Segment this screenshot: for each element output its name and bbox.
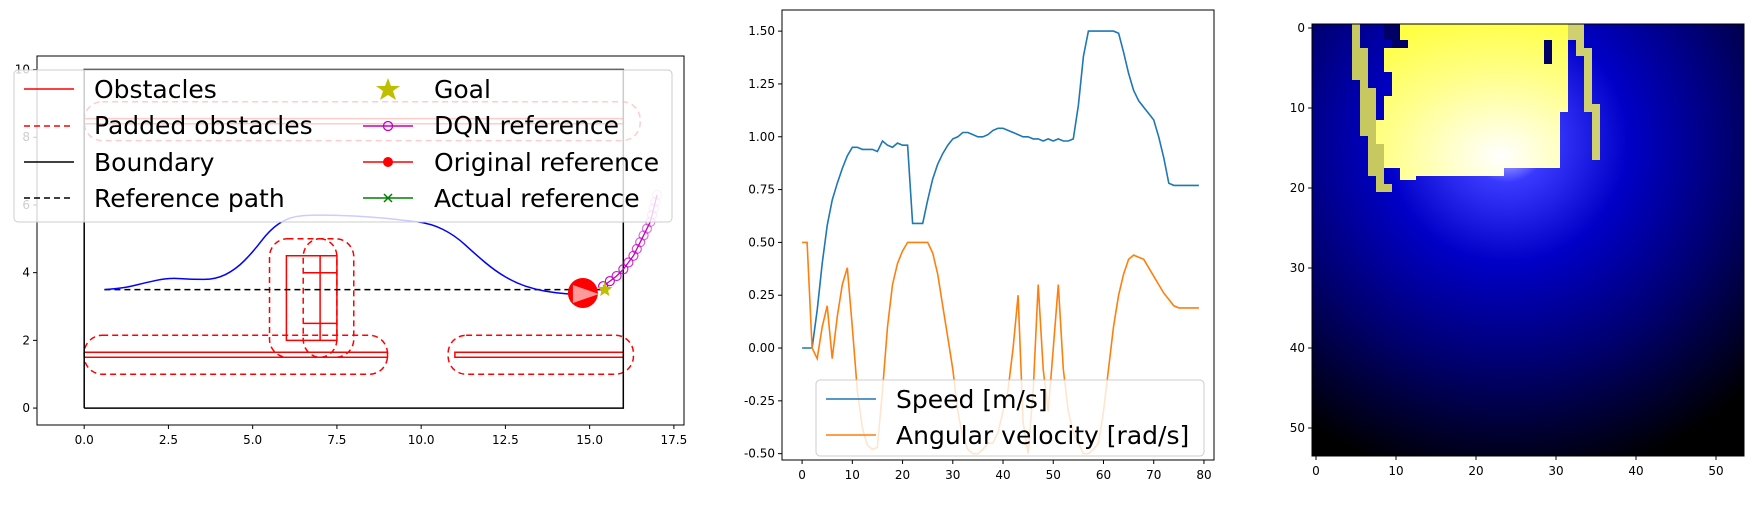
path-plot: 0.02.55.07.510.012.515.017.5 0246810 Obs… <box>13 55 688 447</box>
y-tick-label: 4 <box>22 266 30 280</box>
x-tick-label: 2.5 <box>159 433 178 447</box>
x-tick-label: 12.5 <box>492 433 519 447</box>
x-tick-label: 7.5 <box>327 433 346 447</box>
x-tick-label: 40 <box>995 468 1010 482</box>
x-tick-label: 10.0 <box>408 433 435 447</box>
dqn-point <box>611 270 622 282</box>
legend-label-goal: Goal <box>434 75 491 104</box>
velocity-plot-legend: Speed [m/s] Angular velocity [rad/s] <box>815 379 1205 457</box>
y-tick-label: -0.25 <box>744 394 775 408</box>
heatmap-plot: 0 10 20 30 40 50 0 10 20 30 40 50 <box>1290 21 1745 478</box>
y-tick-label: 30 <box>1290 261 1305 275</box>
x-tick-label: 80 <box>1196 468 1211 482</box>
x-tick-label: 70 <box>1146 468 1161 482</box>
x-tick-label: 0.0 <box>75 433 94 447</box>
y-tick-label: 0.50 <box>748 235 775 249</box>
x-tick-label: 50 <box>1046 468 1061 482</box>
y-tick-label: 0.75 <box>748 183 775 197</box>
legend-label-angular: Angular velocity [rad/s] <box>896 421 1189 450</box>
y-tick-label: 0 <box>22 401 30 415</box>
dqn-point <box>604 276 615 287</box>
y-tick-label: 0.00 <box>748 341 775 355</box>
y-tick-label: 40 <box>1290 341 1305 355</box>
y-tick-label: 20 <box>1290 181 1305 195</box>
heatmap-bright-region <box>1352 24 1600 192</box>
dqn-point <box>638 230 649 241</box>
legend-frame <box>13 69 673 223</box>
heatmap-left-edge <box>1352 24 1392 192</box>
y-tick-label: 1.50 <box>748 24 775 38</box>
legend-label-boundary: Boundary <box>94 148 215 177</box>
heatmap-x-ticks: 0 10 20 30 40 50 <box>1312 456 1724 478</box>
path-plot-x-ticks: 0.0 2.5 5.0 7.5 10.0 12.5 15.0 17.5 <box>75 425 688 447</box>
dqn-point <box>641 223 653 234</box>
x-tick-label: 50 <box>1708 464 1723 478</box>
x-tick-label: 30 <box>1548 464 1563 478</box>
y-tick-label: 50 <box>1290 421 1305 435</box>
heatmap-bright-core <box>1360 24 1576 180</box>
heatmap-dark-cell <box>1384 24 1408 48</box>
dqn-point <box>635 237 646 248</box>
dqn-point <box>628 250 639 261</box>
heatmap-y-ticks: 0 10 20 30 40 50 <box>1290 21 1312 435</box>
robot-heading <box>572 284 599 303</box>
velocity-plot-x-ticks: 0 10 20 30 40 50 60 70 80 <box>798 460 1212 482</box>
legend-label-original: Original reference <box>434 148 659 177</box>
y-tick-label: 1.00 <box>748 130 775 144</box>
y-tick-label: 1.25 <box>748 77 775 91</box>
heatmap-dark-notch <box>1544 40 1552 64</box>
legend-swatch-actual-marker <box>383 193 393 203</box>
x-tick-label: 60 <box>1096 468 1111 482</box>
velocity-plot: 0 10 20 30 40 50 60 70 80 -0.50 -0.25 0.00 0.25 0.50… <box>744 9 1215 482</box>
goal-marker <box>597 281 613 297</box>
legend-swatch-dqn-marker <box>382 120 394 132</box>
x-tick-label: 40 <box>1628 464 1643 478</box>
speed-line <box>802 30 1199 349</box>
padded-obstacle <box>302 238 338 359</box>
dqn-point <box>631 243 642 255</box>
legend-swatch-goal <box>376 78 400 100</box>
x-tick-label: 30 <box>945 468 960 482</box>
y-tick-label: 0.25 <box>748 288 775 302</box>
legend-label-speed: Speed [m/s] <box>896 385 1048 414</box>
legend-label-dqn: DQN reference <box>434 111 619 140</box>
y-tick-label: 2 <box>22 333 30 347</box>
x-tick-label: 15.0 <box>576 433 603 447</box>
legend-frame <box>815 379 1205 457</box>
y-tick-label: 0 <box>1297 21 1305 35</box>
legend-label-padded: Padded obstacles <box>94 111 313 140</box>
path-plot-legend: Obstacles Padded obstacles Boundary Refe… <box>13 69 673 223</box>
x-tick-label: 0 <box>798 468 806 482</box>
legend-label-actual: Actual reference <box>434 184 640 213</box>
x-tick-label: 10 <box>845 468 860 482</box>
y-tick-label: 10 <box>1290 101 1305 115</box>
velocity-plot-y-ticks: -0.50 -0.25 0.00 0.25 0.50 0.75 1.00 1.25 1.50 <box>744 24 782 461</box>
x-tick-label: 17.5 <box>661 433 688 447</box>
robot-marker <box>567 277 599 308</box>
heatmap-right-edge <box>1568 24 1600 160</box>
x-tick-label: 20 <box>1468 464 1483 478</box>
x-tick-label: 20 <box>895 468 910 482</box>
legend-label-refpath: Reference path <box>94 184 285 213</box>
dqn-point <box>623 257 634 268</box>
heatmap-axes-frame <box>1311 23 1745 457</box>
dqn-point <box>618 264 629 275</box>
padded-obstacle <box>447 334 635 375</box>
x-tick-label: 5.0 <box>243 433 262 447</box>
x-tick-label: 0 <box>1312 464 1320 478</box>
legend-label-obstacles: Obstacles <box>94 75 217 104</box>
legend-swatch-original-marker <box>383 157 393 167</box>
goal-star <box>597 281 613 297</box>
y-tick-label: -0.50 <box>744 447 775 461</box>
x-tick-label: 10 <box>1388 464 1403 478</box>
